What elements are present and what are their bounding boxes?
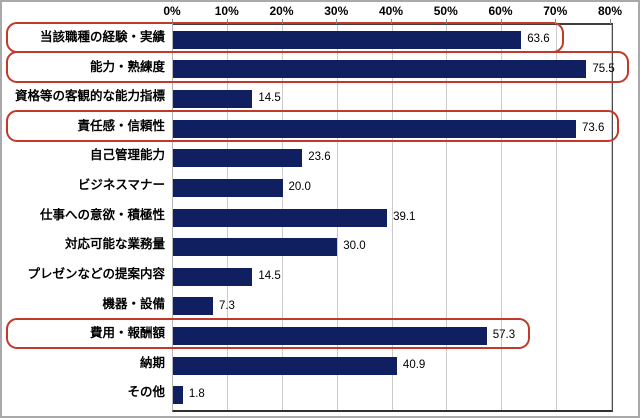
x-axis-tickmark [336,19,338,24]
value-label: 23.6 [308,151,331,164]
x-axis-tickmark [226,19,228,24]
value-label: 40.9 [402,358,426,371]
value-label: 39.1 [393,210,416,223]
bar [173,90,253,109]
category-label: 対応可能な業務量 [64,237,165,252]
category-label: 納期 [139,355,165,370]
bar [173,208,388,227]
bar [173,267,253,286]
category-label: 費用・報酬額 [89,326,165,341]
bar [173,326,487,345]
x-axis-tickmark [445,19,447,24]
bar [173,386,183,405]
bar [173,178,283,197]
x-axis-tick-label: 30% [324,4,349,18]
gridline [555,25,557,410]
bar [173,119,576,138]
category-label: その他 [127,385,165,400]
category-label: 当該職種の経験・実績 [39,30,165,44]
category-label: 資格等の客観的な能力指標 [14,89,165,104]
x-axis-tickmark [555,19,557,24]
gridline [446,25,448,410]
bar [173,356,397,375]
x-axis-tick-label: 70% [543,4,568,18]
x-axis-tickmark [281,19,283,24]
x-axis-tick-label: 60% [488,4,513,18]
category-label: 責任感・信頼性 [77,118,165,133]
x-axis-tick-label: 0% [163,4,181,18]
value-label: 57.3 [492,329,516,342]
category-label: 自己管理能力 [89,148,165,163]
gridline [610,25,612,410]
bar [173,30,522,49]
bar [173,60,587,79]
gridline [501,25,502,410]
bar [173,297,213,316]
x-axis-tick-label: 80% [597,4,623,18]
x-axis-tickmark [172,19,173,24]
category-label: プレゼンなどの提案内容 [27,266,165,281]
value-label: 14.5 [258,92,281,105]
category-label: 仕事への意欲・積極性 [39,207,165,222]
value-label: 7.3 [218,299,235,312]
category-label: ビジネスマナー [77,178,165,193]
value-label: 20.0 [288,181,311,194]
x-axis-tick-label: 20% [269,4,294,18]
value-label: 75.5 [592,62,615,75]
bar [173,238,338,257]
gridline [391,25,393,410]
category-label: 機器・設備 [102,296,165,311]
value-label: 30.0 [343,240,366,253]
x-axis-tick-label: 40% [378,4,404,18]
category-label: 能力・熟練度 [89,59,165,74]
value-label: 73.6 [581,121,605,134]
plot-area: 63.6 75.5 14.5 73.6 23.6 20.0 39.1 30.0 14.5 7.3 5… [172,23,615,412]
value-label: 14.5 [258,269,281,282]
x-axis-tick-label: 50% [433,4,458,18]
bar [173,149,303,168]
x-axis-tickmark [391,19,392,24]
x-axis-tickmark [500,19,502,24]
x-axis-tick-label: 10% [214,4,239,18]
value-label: 63.6 [527,33,550,45]
x-axis-tickmark [610,19,611,24]
value-label: 1.8 [188,388,205,401]
